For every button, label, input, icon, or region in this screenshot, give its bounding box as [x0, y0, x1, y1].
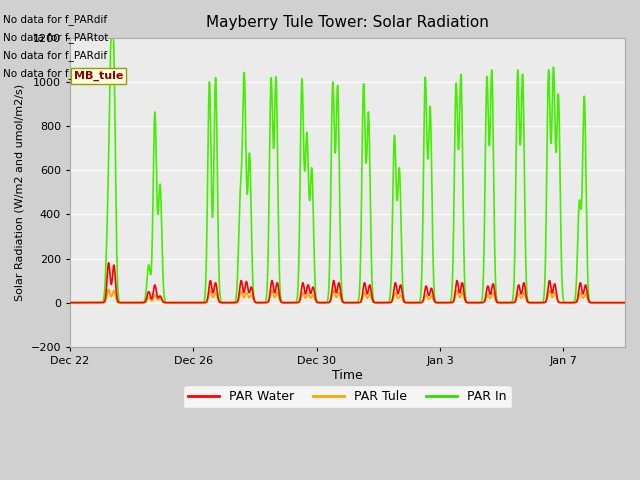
Title: Mayberry Tule Tower: Solar Radiation: Mayberry Tule Tower: Solar Radiation: [206, 15, 489, 30]
Y-axis label: Solar Radiation (W/m2 and umol/m2/s): Solar Radiation (W/m2 and umol/m2/s): [15, 84, 25, 301]
Text: No data for f_PARdif: No data for f_PARdif: [3, 13, 108, 24]
X-axis label: Time: Time: [332, 369, 363, 382]
Text: No data for f_PARtot: No data for f_PARtot: [3, 32, 109, 43]
Text: MB_tule: MB_tule: [74, 71, 123, 82]
Text: No data for f_PARtot: No data for f_PARtot: [3, 68, 109, 79]
Legend: PAR Water, PAR Tule, PAR In: PAR Water, PAR Tule, PAR In: [183, 385, 512, 408]
Text: No data for f_PARdif: No data for f_PARdif: [3, 50, 108, 61]
